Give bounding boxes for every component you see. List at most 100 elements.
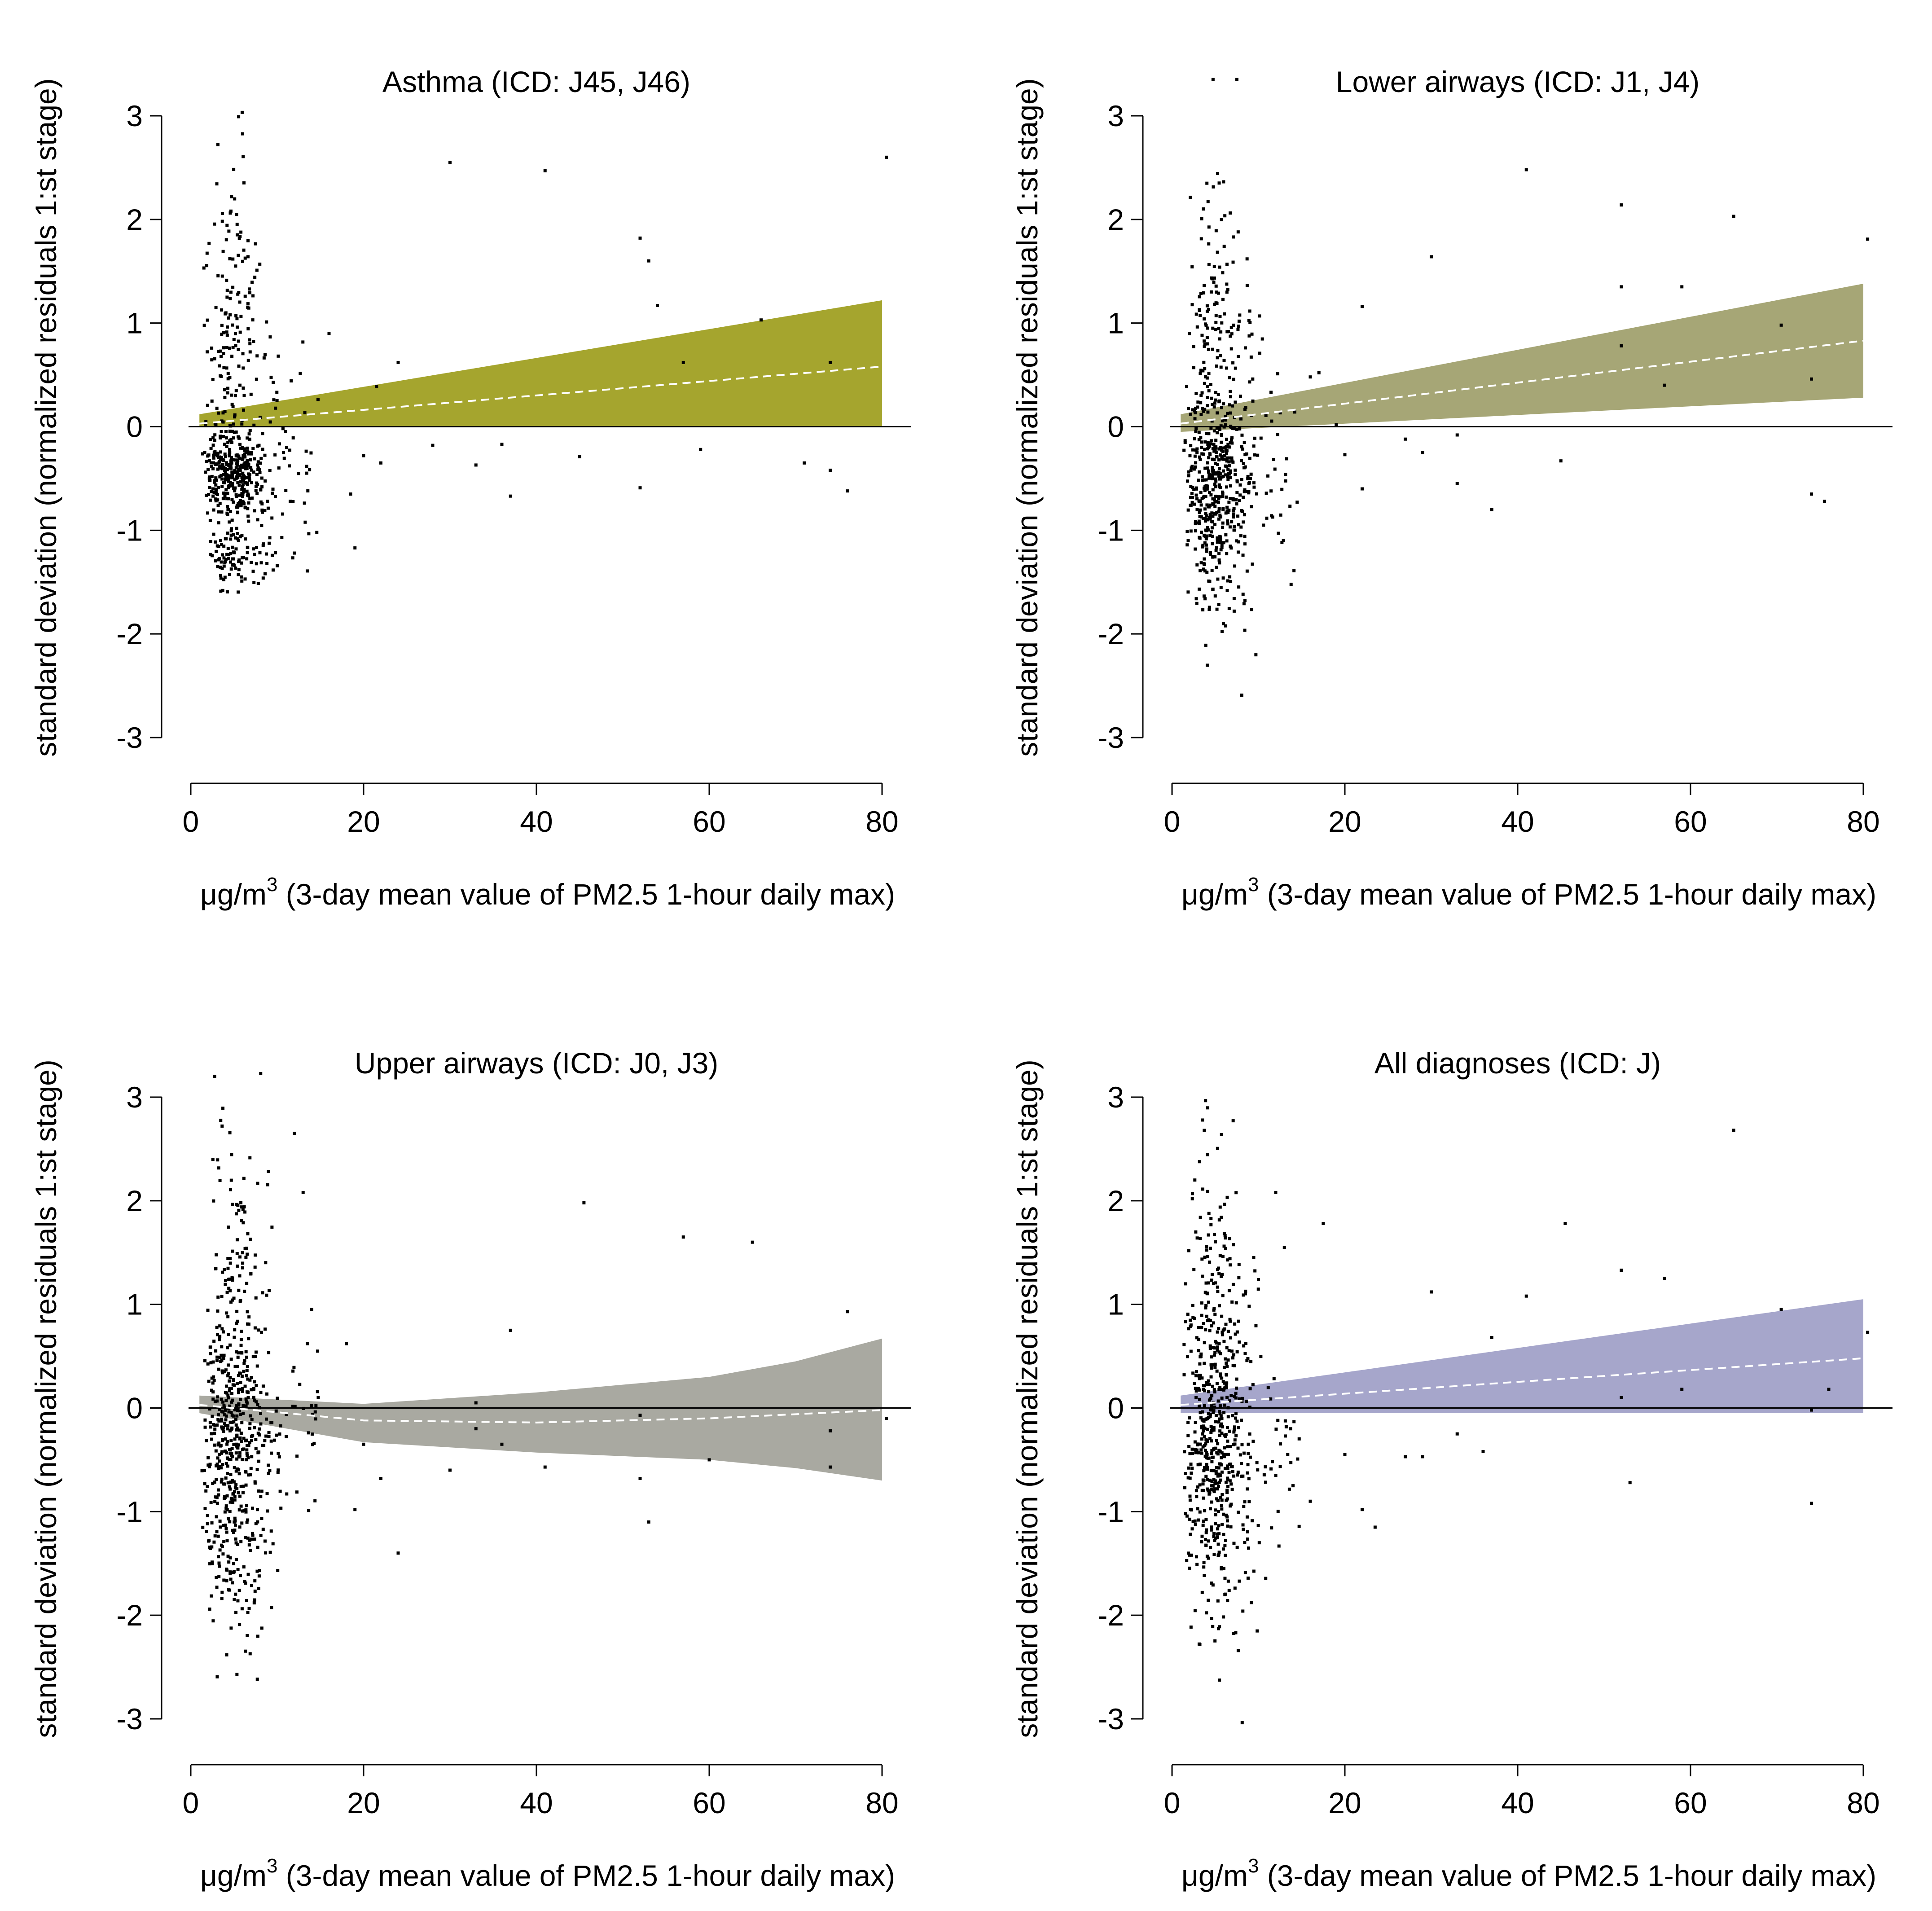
data-point	[311, 1412, 314, 1416]
data-point	[1207, 1300, 1210, 1304]
data-point	[1187, 1249, 1190, 1252]
data-point	[1205, 547, 1208, 551]
data-point	[266, 506, 270, 510]
data-point	[1210, 1460, 1214, 1463]
data-point	[1217, 1350, 1221, 1354]
data-point	[267, 1351, 271, 1354]
data-point	[225, 1456, 229, 1460]
data-point	[237, 539, 240, 542]
data-point	[291, 436, 295, 439]
data-point	[242, 1437, 246, 1440]
data-point	[210, 346, 214, 350]
data-point	[270, 1451, 273, 1455]
data-point	[241, 132, 244, 136]
data-point	[207, 1379, 211, 1383]
data-point	[1204, 1281, 1208, 1285]
data-point	[245, 557, 249, 561]
data-point	[247, 475, 251, 479]
data-point	[255, 463, 259, 467]
data-point	[215, 1576, 218, 1579]
data-point	[260, 1489, 263, 1493]
data-point	[247, 501, 250, 505]
data-point	[1208, 1437, 1212, 1441]
data-point	[263, 1539, 267, 1543]
data-point	[203, 1482, 206, 1485]
data-point	[1192, 345, 1195, 348]
data-point	[1230, 1349, 1234, 1353]
data-point	[224, 1414, 228, 1418]
data-point	[1216, 1452, 1220, 1456]
data-point	[238, 330, 242, 334]
data-point	[1243, 542, 1247, 546]
data-point	[229, 456, 233, 459]
data-point	[215, 1530, 219, 1533]
data-point	[1225, 1195, 1229, 1199]
data-point	[1251, 377, 1255, 381]
data-point	[227, 1287, 231, 1290]
data-point	[243, 1210, 247, 1214]
data-point	[1245, 1515, 1249, 1519]
data-point	[1208, 1478, 1212, 1482]
data-point	[1194, 1448, 1197, 1451]
data-point	[249, 1414, 252, 1418]
data-point	[248, 1652, 252, 1656]
data-point	[270, 516, 274, 520]
data-point	[1203, 1362, 1206, 1365]
data-point	[238, 1299, 242, 1303]
data-point	[1192, 488, 1196, 491]
data-point	[1208, 1261, 1212, 1264]
data-point	[1203, 317, 1206, 321]
x-axis-title-description: (3-day mean value of PM2.5 1-hour daily …	[1259, 878, 1876, 911]
data-point	[1229, 1525, 1233, 1529]
data-point	[1199, 292, 1203, 295]
data-point	[238, 1494, 242, 1498]
x-axis-title: μg/m3 (3-day mean value of PM2.5 1-hour …	[1181, 1855, 1876, 1892]
data-point	[1218, 1678, 1221, 1682]
data-point	[1198, 470, 1201, 474]
data-point	[255, 1364, 259, 1368]
data-point	[1241, 510, 1244, 513]
data-point	[803, 461, 806, 465]
data-point	[235, 317, 239, 321]
data-point	[218, 1465, 221, 1468]
data-point	[230, 1153, 233, 1156]
data-point	[228, 1510, 232, 1513]
data-point	[1238, 1453, 1242, 1457]
data-point	[1212, 512, 1216, 515]
data-point	[219, 576, 223, 580]
data-point	[206, 318, 209, 322]
data-point	[237, 339, 240, 343]
data-point	[1221, 495, 1225, 498]
data-point	[209, 1425, 212, 1429]
data-point	[1216, 431, 1219, 435]
data-point	[263, 1439, 267, 1442]
data-point	[1223, 1467, 1227, 1470]
data-point	[235, 1238, 239, 1242]
data-point	[1221, 521, 1225, 525]
data-point	[1216, 1147, 1219, 1150]
data-point	[1221, 507, 1225, 510]
data-point	[1810, 1502, 1813, 1505]
data-point	[234, 430, 238, 434]
data-point	[235, 459, 239, 462]
data-point	[246, 436, 249, 440]
data-point	[1225, 1464, 1229, 1468]
data-point	[237, 347, 240, 351]
data-point	[241, 1208, 245, 1211]
data-point	[1222, 541, 1225, 545]
data-point	[208, 1421, 212, 1424]
data-point	[252, 423, 256, 427]
data-point	[269, 375, 273, 379]
data-point	[1226, 1453, 1230, 1456]
data-point	[216, 1418, 220, 1422]
data-point	[224, 430, 228, 433]
data-point	[1212, 1282, 1215, 1285]
data-point	[203, 1468, 206, 1472]
data-point	[234, 1558, 238, 1561]
data-point	[248, 291, 252, 294]
data-point	[1200, 1301, 1203, 1305]
data-point	[307, 1431, 310, 1435]
data-point	[1209, 1217, 1213, 1221]
data-point	[1201, 1187, 1204, 1191]
data-point	[1216, 1442, 1220, 1445]
